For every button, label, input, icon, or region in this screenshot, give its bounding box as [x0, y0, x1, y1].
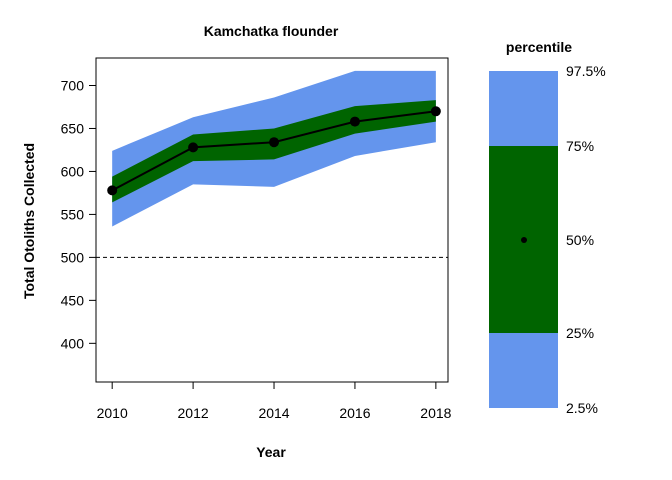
median-series [107, 106, 441, 196]
y-tick-label: 700 [61, 78, 85, 94]
x-tick-label: 2016 [339, 405, 370, 421]
legend-swatch-lower [489, 333, 558, 408]
legend-label: 97.5% [566, 63, 606, 79]
legend: percentile 97.5% 75% 50% 25% 2.5% [489, 39, 606, 416]
x-tick-label: 2018 [420, 405, 451, 421]
percentile-bands [112, 70, 436, 227]
x-axis: 2010 2012 2014 2016 2018 [97, 381, 452, 421]
y-tick-label: 650 [61, 120, 85, 136]
x-tick-label: 2014 [258, 405, 289, 421]
y-tick-label: 600 [61, 163, 85, 179]
median-point [188, 142, 199, 153]
x-tick-label: 2012 [178, 405, 209, 421]
median-point [430, 106, 441, 117]
legend-label: 50% [566, 232, 594, 248]
median-point [349, 116, 360, 127]
y-tick-label: 500 [61, 249, 85, 265]
x-axis-label: Year [256, 444, 286, 460]
legend-title: percentile [506, 39, 572, 55]
median-point [107, 185, 118, 196]
y-tick-label: 450 [61, 292, 85, 308]
legend-median-marker [521, 237, 527, 243]
y-tick-label: 400 [61, 335, 85, 351]
legend-label: 2.5% [566, 400, 598, 416]
chart-title: Kamchatka flounder [204, 23, 339, 39]
legend-label: 75% [566, 138, 594, 154]
y-axis-label: Total Otoliths Collected [21, 143, 37, 299]
y-axis: 400 450 500 550 600 650 700 [61, 78, 97, 351]
x-tick-label: 2010 [97, 405, 128, 421]
median-point [269, 137, 280, 148]
y-tick-label: 550 [61, 206, 85, 222]
legend-swatch-upper [489, 71, 558, 146]
legend-label: 25% [566, 325, 594, 341]
